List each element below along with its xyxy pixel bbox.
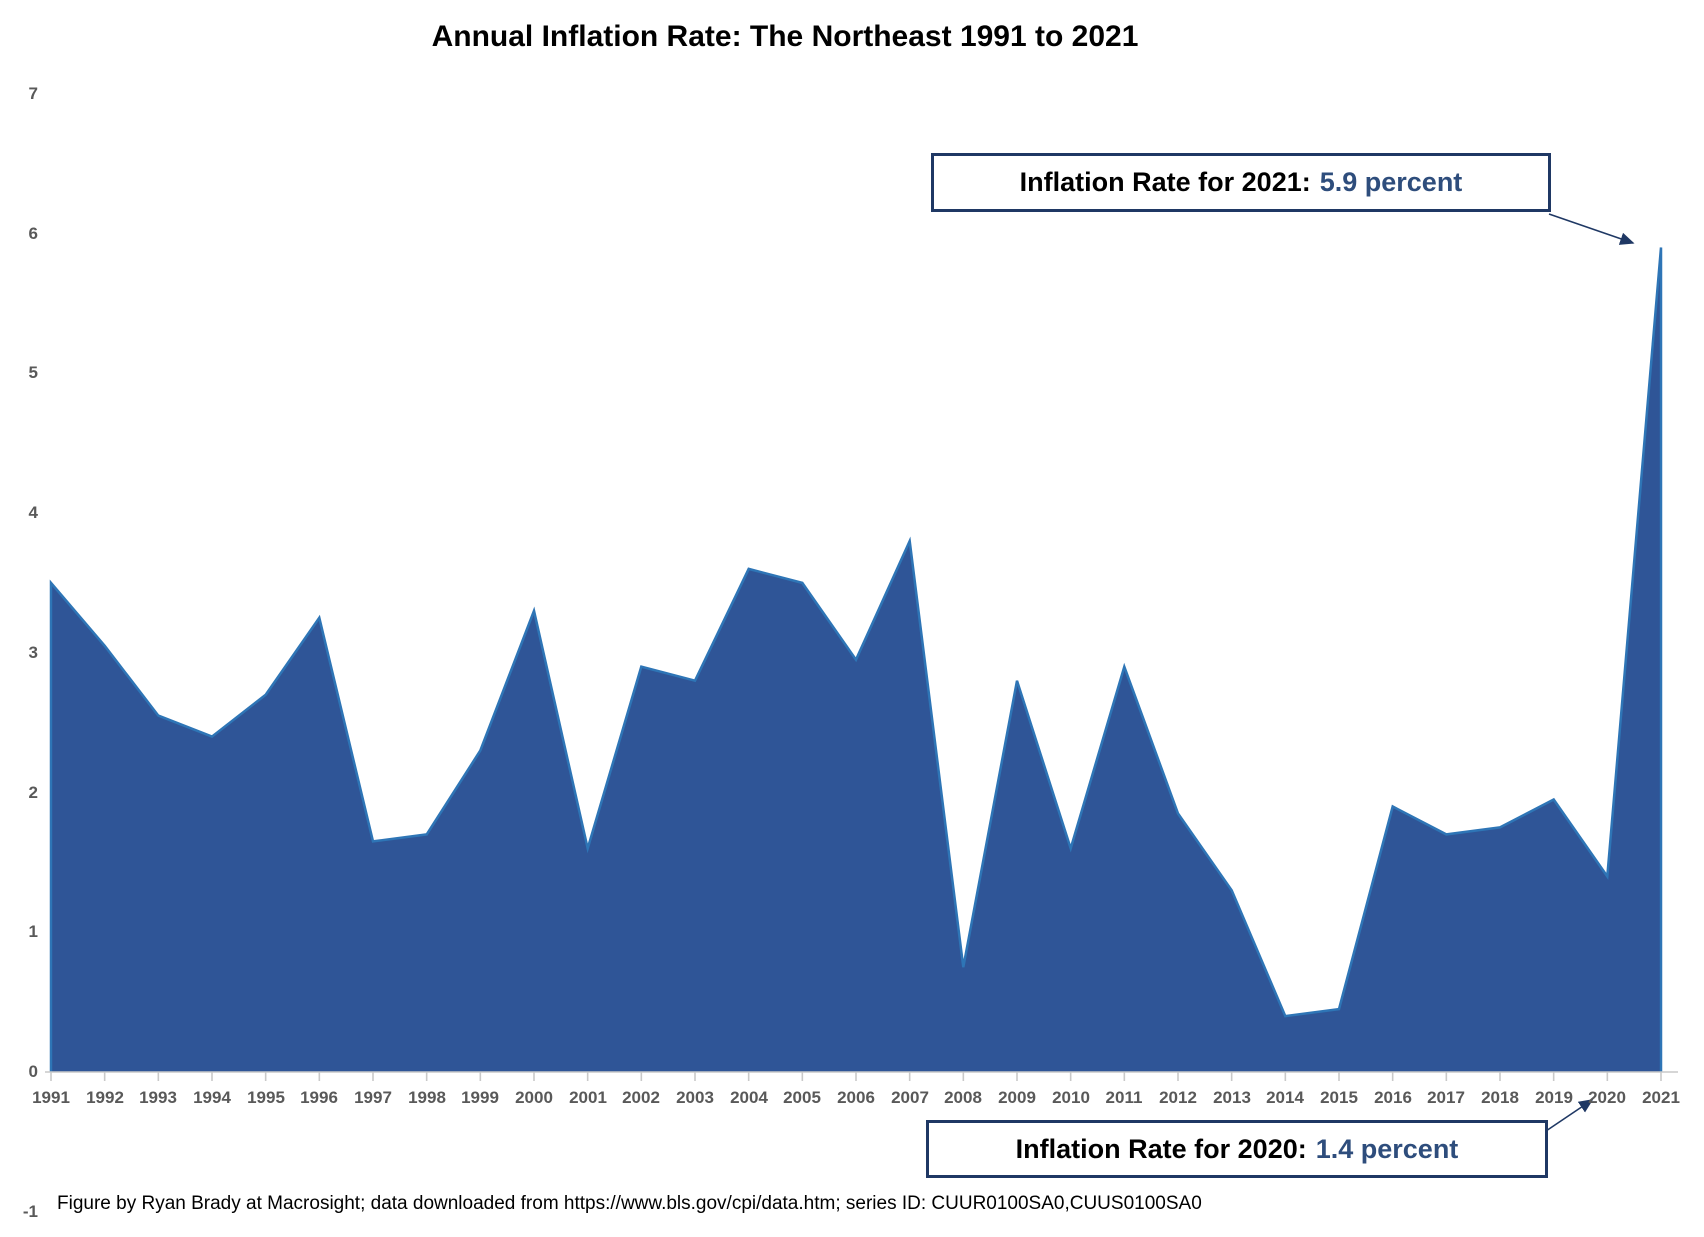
annotation-2021-box: Inflation Rate for 2021: 5.9 percent (931, 153, 1551, 212)
y-axis-label: 1 (28, 922, 38, 941)
x-axis-label: 2012 (1159, 1088, 1197, 1107)
chart-title: Annual Inflation Rate: The Northeast 199… (431, 20, 1139, 53)
x-axis-label: 2014 (1266, 1088, 1304, 1107)
x-axis-label: 1995 (247, 1088, 285, 1107)
x-axis-label: 2004 (730, 1088, 768, 1107)
annotation-2020-label: Inflation Rate for 2020: (1015, 1133, 1307, 1164)
x-axis-label: 2017 (1427, 1088, 1465, 1107)
x-axis-label: 2003 (676, 1088, 714, 1107)
annotation-2021-value: 5.9 percent (1319, 167, 1463, 197)
y-axis-label: 4 (28, 503, 38, 522)
y-axis-label: 2 (28, 783, 38, 802)
x-axis-label: 1991 (32, 1088, 70, 1107)
x-axis-label: 2013 (1213, 1088, 1251, 1107)
x-axis-label: 2020 (1588, 1088, 1626, 1107)
x-axis-label: 1996 (300, 1088, 338, 1107)
x-axis-label: 1998 (408, 1088, 446, 1107)
x-axis-label: 1997 (354, 1088, 392, 1107)
x-axis-label: 2005 (783, 1088, 821, 1107)
x-axis-label: 2021 (1642, 1088, 1680, 1107)
x-axis-label: 2009 (998, 1088, 1036, 1107)
x-axis-label: 2019 (1535, 1088, 1573, 1107)
x-axis-label: 2006 (837, 1088, 875, 1107)
y-axis-label: 0 (28, 1062, 38, 1081)
x-axis-label: 2001 (569, 1088, 607, 1107)
x-axis-label: 2015 (1320, 1088, 1358, 1107)
y-axis-label: 7 (28, 84, 38, 103)
y-axis-label: 3 (28, 643, 38, 662)
x-axis-label: 2008 (944, 1088, 982, 1107)
y-axis-label: 5 (28, 363, 38, 382)
annotation-arrow-2021 (1548, 213, 1635, 245)
annotation-2020-value: 1.4 percent (1315, 1133, 1459, 1164)
x-axis-label: 1992 (86, 1088, 124, 1107)
source-footnote: Figure by Ryan Brady at Macrosight; data… (57, 1193, 1202, 1214)
x-axis-ticks (50, 1072, 1662, 1081)
annotation-2020-box: Inflation Rate for 2020: 1.4 percent (926, 1120, 1548, 1178)
x-axis-label: 2002 (622, 1088, 660, 1107)
annotation-arrow-2020 (1545, 1099, 1594, 1132)
annotation-2021-label: Inflation Rate for 2021: (1019, 167, 1311, 197)
x-axis-label: 2016 (1374, 1088, 1412, 1107)
x-axis-label: 2011 (1105, 1088, 1143, 1107)
x-axis-label: 2010 (1052, 1088, 1090, 1107)
x-axis-label: 2018 (1481, 1088, 1519, 1107)
x-axis-label: 2000 (515, 1088, 553, 1107)
y-axis-label: -1 (22, 1202, 38, 1221)
x-axis-label: 2007 (891, 1088, 929, 1107)
x-axis-label: 1994 (193, 1088, 231, 1107)
area-series-outline (49, 247, 1663, 1072)
x-axis-label: 1999 (461, 1088, 499, 1107)
y-axis-label: 6 (28, 224, 38, 243)
x-axis-label: 1993 (139, 1088, 177, 1107)
